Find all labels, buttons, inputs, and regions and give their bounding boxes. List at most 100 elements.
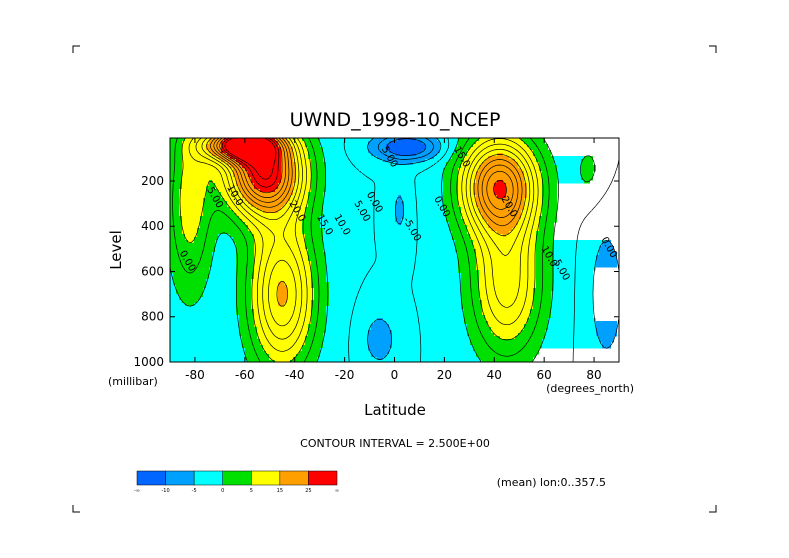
field-cell — [245, 222, 302, 226]
field-cell — [245, 348, 263, 352]
field-cell — [401, 198, 443, 202]
field-cell — [170, 204, 179, 208]
field-cell — [548, 321, 596, 325]
field-cell — [317, 360, 482, 362]
contour-line — [179, 138, 544, 362]
field-cell — [224, 198, 245, 202]
field-cell — [323, 198, 398, 202]
field-cell — [212, 261, 236, 265]
field-cell — [443, 171, 458, 175]
field-cell — [506, 195, 527, 199]
field-cell — [437, 138, 458, 142]
field-cell — [482, 360, 533, 362]
field-cell — [236, 285, 251, 289]
field-cell — [464, 312, 482, 316]
field-cell — [206, 195, 221, 199]
field-cell — [524, 324, 548, 328]
field-cell — [326, 267, 458, 271]
field-cell — [536, 240, 554, 244]
field-cell — [368, 330, 392, 334]
field-cell — [581, 174, 593, 178]
field-cell — [506, 192, 527, 196]
field-cell — [254, 276, 311, 280]
field-cell — [242, 336, 257, 340]
field-cell — [182, 186, 206, 190]
colorbar-tick-label: -10 — [161, 488, 169, 494]
field-cell — [602, 243, 611, 247]
field-cell — [200, 219, 242, 223]
field-cell — [527, 192, 542, 196]
field-cell — [398, 198, 401, 202]
field-cell — [458, 201, 476, 205]
field-cell — [170, 144, 182, 148]
field-cell — [515, 159, 536, 163]
field-cell — [308, 147, 323, 151]
field-cell — [203, 294, 236, 298]
x-tick-label: 20 — [437, 368, 452, 382]
field-cell — [440, 147, 455, 151]
field-cell — [539, 228, 554, 232]
field-cell — [305, 243, 323, 247]
field-cell — [461, 285, 479, 289]
field-cell — [230, 234, 254, 238]
x-tick-label: 80 — [586, 368, 601, 382]
field-cell — [491, 330, 521, 334]
field-cell — [248, 171, 281, 175]
field-cell — [326, 255, 458, 259]
field-cell — [248, 360, 275, 362]
field-cell — [170, 282, 173, 286]
field-cell — [440, 150, 455, 154]
field-cell — [221, 144, 278, 148]
field-cell — [239, 216, 305, 220]
contour-line — [377, 138, 434, 160]
field-cell — [170, 342, 242, 346]
field-cell — [596, 324, 617, 328]
field-cell — [170, 300, 182, 304]
field-cell — [518, 222, 539, 226]
field-cell — [227, 201, 248, 205]
field-cell — [170, 198, 179, 202]
x-tick-label: 60 — [537, 368, 552, 382]
y-tick-label: 800 — [141, 310, 164, 324]
colorbar-swatch — [165, 470, 195, 486]
field-cell — [296, 180, 311, 184]
field-cell — [599, 252, 617, 256]
field-cell — [536, 273, 554, 277]
field-cell — [371, 324, 389, 328]
field-cell — [311, 159, 323, 163]
field-cell — [278, 144, 290, 148]
field-cell — [290, 198, 308, 202]
field-cell — [545, 333, 596, 337]
field-cell — [278, 297, 287, 301]
field-cell — [296, 168, 311, 172]
field-cell — [470, 147, 530, 151]
field-cell — [551, 294, 593, 298]
field-cell — [254, 255, 308, 259]
field-cell — [443, 168, 458, 172]
field-cell — [170, 207, 179, 211]
field-cell — [326, 315, 464, 319]
field-cell — [554, 252, 599, 256]
field-cell — [311, 183, 326, 187]
field-cell — [182, 162, 227, 166]
field-cell — [179, 210, 203, 214]
field-cell — [254, 321, 311, 325]
field-cell — [170, 321, 239, 325]
field-cell — [308, 324, 326, 328]
field-cell — [524, 327, 548, 331]
field-cell — [212, 264, 236, 268]
field-cell — [449, 228, 467, 232]
field-cell — [449, 225, 467, 229]
y-axis: 200 400 600 800 1000 — [133, 174, 619, 369]
field-cell — [182, 156, 218, 160]
field-cell — [257, 207, 281, 211]
field-cell — [281, 153, 293, 157]
field-cell — [305, 216, 320, 220]
field-cell — [518, 165, 539, 169]
field-cell — [185, 138, 209, 142]
field-cell — [554, 258, 596, 262]
field-cell — [170, 180, 182, 184]
field-cell — [557, 180, 584, 184]
field-cell — [170, 291, 176, 295]
field-cell — [479, 270, 536, 274]
